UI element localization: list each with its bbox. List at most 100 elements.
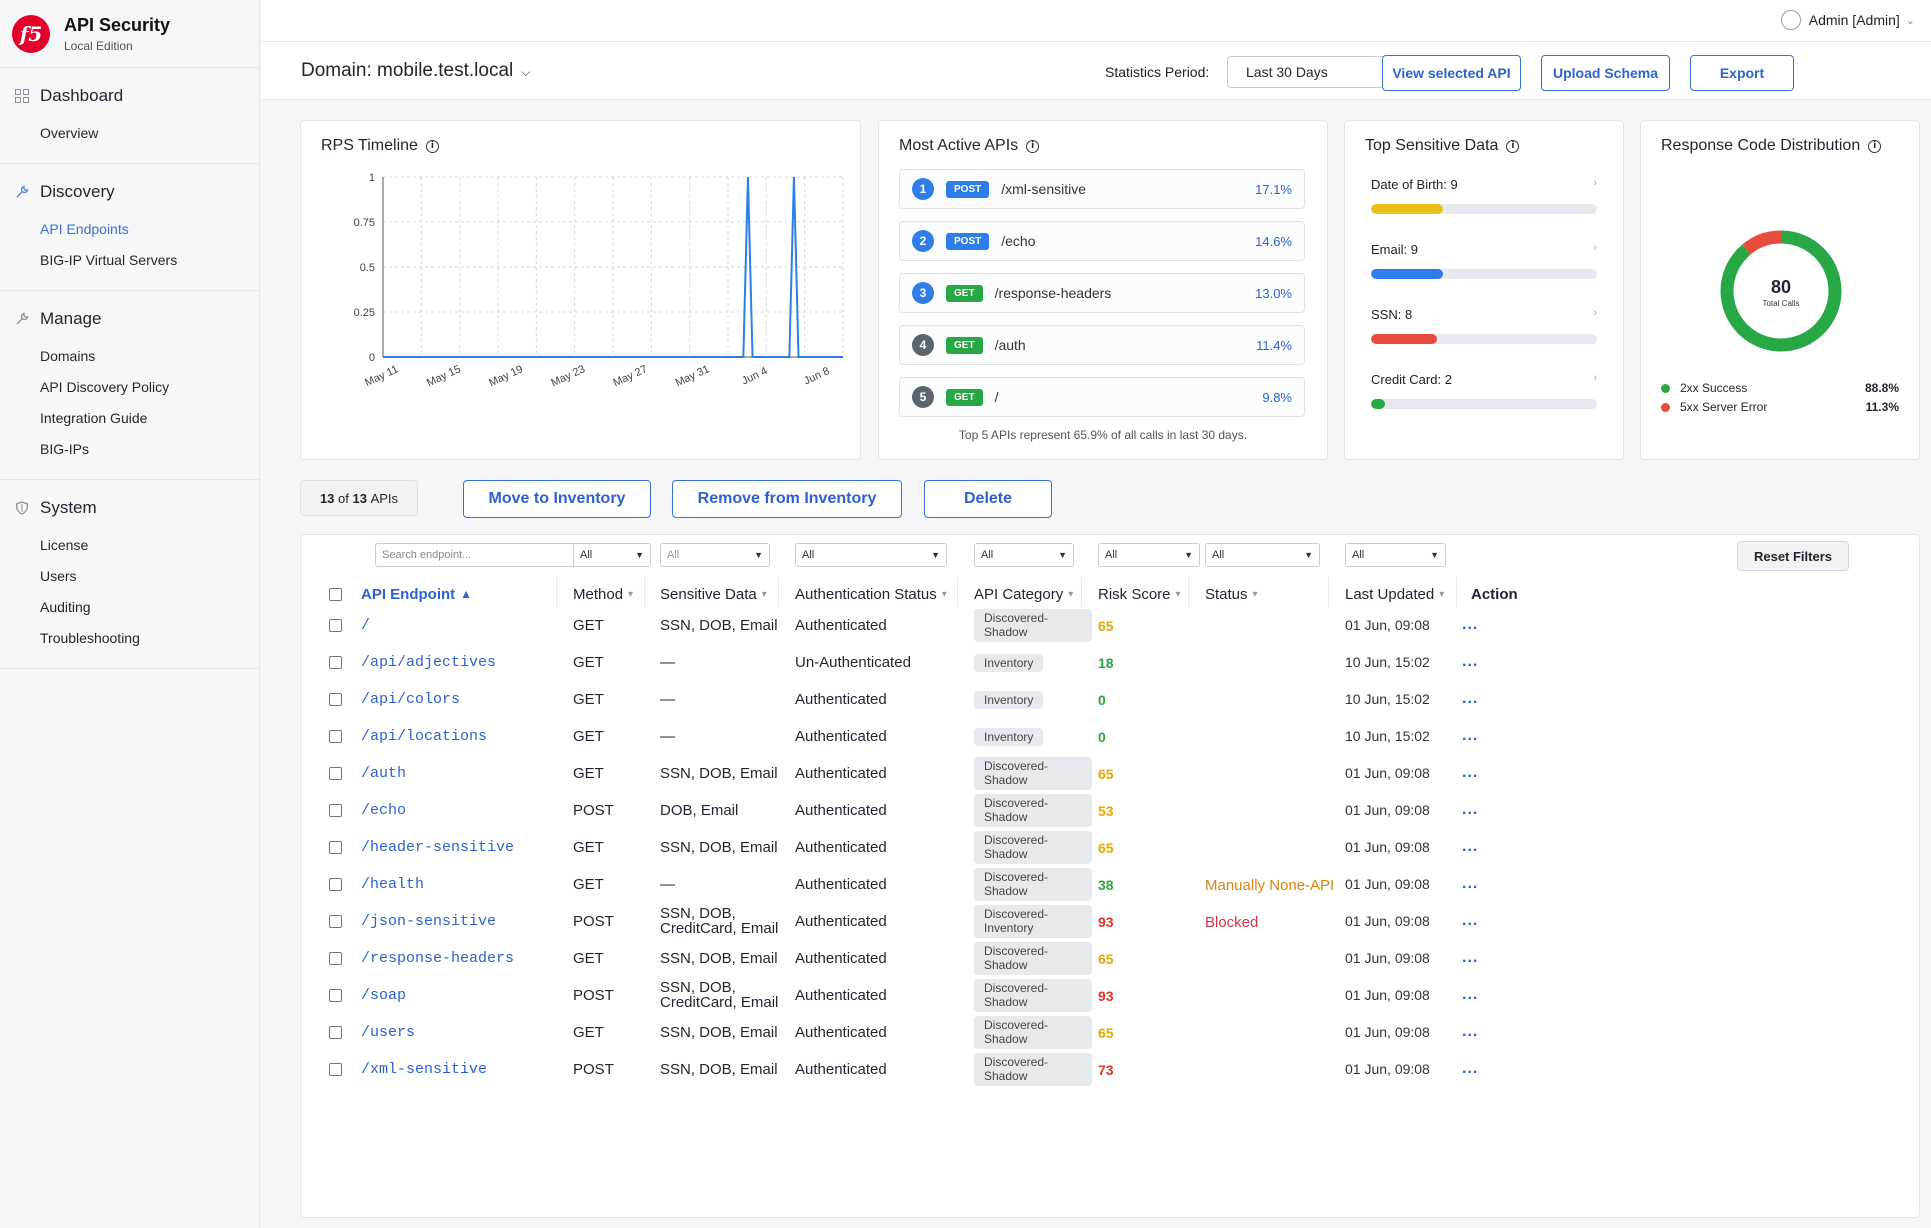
domain-selector[interactable]: Domain: mobile.test.local ⌵: [301, 60, 530, 82]
risk-score: 93: [1098, 988, 1114, 1004]
endpoint-link[interactable]: /api/adjectives: [361, 654, 497, 671]
last-updated-filter[interactable]: All ▼: [1345, 543, 1446, 567]
row-action-menu-icon[interactable]: ...: [1462, 949, 1479, 966]
col-sensitive-data[interactable]: Sensitive Data ▾: [660, 581, 767, 607]
delete-button[interactable]: Delete: [924, 480, 1052, 518]
sidebar-item-domains[interactable]: Domains: [40, 348, 96, 364]
sidebar-item-license[interactable]: License: [40, 537, 89, 553]
endpoint-link[interactable]: /echo: [361, 802, 407, 819]
row-checkbox[interactable]: [329, 878, 342, 891]
most-active-api-row[interactable]: 2 POST/echo 14.6%: [899, 221, 1305, 261]
row-action-menu-icon[interactable]: ...: [1462, 616, 1479, 633]
row-checkbox[interactable]: [329, 804, 342, 817]
sidebar-item-bigip-virtual-servers[interactable]: BIG-IP Virtual Servers: [40, 252, 178, 268]
endpoint-link[interactable]: /api/colors: [361, 691, 461, 708]
most-active-api-row[interactable]: 1 POST/xml-sensitive 17.1%: [899, 169, 1305, 209]
row-checkbox[interactable]: [329, 1026, 342, 1039]
info-icon[interactable]: i: [1506, 139, 1520, 153]
row-action-menu-icon[interactable]: ...: [1462, 912, 1479, 929]
nav-head-dashboard[interactable]: Dashboard: [0, 86, 259, 106]
most-active-api-row[interactable]: 3 GET/response-headers 13.0%: [899, 273, 1305, 313]
method-filter[interactable]: All ▼: [573, 543, 651, 567]
endpoint-link[interactable]: /: [361, 617, 371, 634]
row-checkbox[interactable]: [329, 693, 342, 706]
chevron-down-icon: ▼: [635, 550, 644, 560]
nav-head-discovery[interactable]: Discovery: [0, 182, 259, 202]
view-selected-api-button[interactable]: View selected API: [1382, 55, 1521, 91]
sidebar-item-overview[interactable]: Overview: [40, 125, 99, 141]
donut-slice-error[interactable]: [1720, 230, 1842, 352]
endpoint-link[interactable]: /health: [361, 876, 425, 893]
row-action-menu-icon[interactable]: ...: [1462, 727, 1479, 744]
nav-head-system[interactable]: System: [0, 498, 259, 518]
risk-score-filter[interactable]: All ▼: [1098, 543, 1200, 567]
sensitive-data-item[interactable]: SSN: 8 ›: [1371, 307, 1597, 344]
row-action-menu-icon[interactable]: ...: [1462, 690, 1479, 707]
status-filter[interactable]: All ▼: [1205, 543, 1320, 567]
sidebar-item-users[interactable]: Users: [40, 568, 77, 584]
select-all-checkbox[interactable]: [329, 588, 342, 601]
endpoint-link[interactable]: /api/locations: [361, 728, 488, 745]
f5-logo[interactable]: f5: [12, 14, 50, 53]
sensitive-data-filter[interactable]: All ▼: [660, 543, 770, 567]
most-active-api-row[interactable]: 4 GET/auth 11.4%: [899, 325, 1305, 365]
sensitive-data-item[interactable]: Date of Birth: 9 ›: [1371, 177, 1597, 214]
endpoint-link[interactable]: /auth: [361, 765, 407, 782]
sidebar-item-api-endpoints[interactable]: API Endpoints: [40, 221, 129, 237]
col-last-updated[interactable]: Last Updated ▾: [1345, 581, 1444, 607]
row-checkbox[interactable]: [329, 767, 342, 780]
info-icon[interactable]: i: [425, 139, 439, 153]
endpoint-link[interactable]: /soap: [361, 987, 407, 1004]
row-action-menu-icon[interactable]: ...: [1462, 875, 1479, 892]
info-icon[interactable]: i: [1868, 139, 1882, 153]
row-checkbox[interactable]: [329, 915, 342, 928]
row-action-menu-icon[interactable]: ...: [1462, 986, 1479, 1003]
col-risk-score[interactable]: Risk Score ▾: [1098, 581, 1181, 607]
endpoint-link[interactable]: /response-headers: [361, 950, 515, 967]
endpoint-link[interactable]: /users: [361, 1024, 416, 1041]
row-checkbox[interactable]: [329, 989, 342, 1002]
reset-filters-button[interactable]: Reset Filters: [1737, 541, 1849, 571]
nav-section-dashboard: Dashboard Overview: [0, 68, 259, 164]
upload-schema-button[interactable]: Upload Schema: [1541, 55, 1670, 91]
search-endpoint-input[interactable]: Search endpoint...: [375, 543, 601, 567]
col-status[interactable]: Status ▾: [1205, 581, 1258, 607]
category-line: Inventory: [984, 656, 1034, 670]
row-checkbox[interactable]: [329, 952, 342, 965]
col-method[interactable]: Method ▾: [573, 581, 633, 607]
nav-head-manage[interactable]: Manage: [0, 309, 259, 329]
sidebar-item-bigips[interactable]: BIG-IPs: [40, 441, 90, 457]
info-icon[interactable]: i: [1026, 139, 1040, 153]
row-action-menu-icon[interactable]: ...: [1462, 838, 1479, 855]
sensitive-data-item[interactable]: Credit Card: 2 ›: [1371, 372, 1597, 409]
row-action-menu-icon[interactable]: ...: [1462, 1023, 1479, 1040]
row-action-menu-icon[interactable]: ...: [1462, 653, 1479, 670]
most-active-api-row[interactable]: 5 GET / 9.8%: [899, 377, 1305, 417]
sidebar-item-troubleshooting[interactable]: Troubleshooting: [40, 630, 140, 646]
endpoint-link[interactable]: /header-sensitive: [361, 839, 515, 856]
endpoint-link[interactable]: /xml-sensitive: [361, 1061, 488, 1078]
col-api-category[interactable]: API Category ▾: [974, 581, 1073, 607]
auth-status-filter[interactable]: All ▼: [795, 543, 947, 567]
sidebar-item-auditing[interactable]: Auditing: [40, 599, 91, 615]
sidebar-item-integration-guide[interactable]: Integration Guide: [40, 410, 148, 426]
col-api-endpoint[interactable]: API Endpoint ▲: [361, 581, 472, 607]
user-menu[interactable]: Admin [Admin] ⌄: [1780, 10, 1915, 30]
col-authentication-status[interactable]: Authentication Status ▾: [795, 581, 947, 607]
export-button[interactable]: Export: [1690, 55, 1794, 91]
api-category-filter[interactable]: All ▼: [974, 543, 1074, 567]
statistics-period-select[interactable]: Last 30 Days ▼: [1227, 56, 1401, 88]
row-checkbox[interactable]: [329, 841, 342, 854]
endpoint-link[interactable]: /json-sensitive: [361, 913, 497, 930]
row-action-menu-icon[interactable]: ...: [1462, 1060, 1479, 1077]
sensitive-data-item[interactable]: Email: 9 ›: [1371, 242, 1597, 279]
sidebar-item-api-discovery-policy[interactable]: API Discovery Policy: [40, 379, 170, 395]
row-action-menu-icon[interactable]: ...: [1462, 801, 1479, 818]
move-to-inventory-button[interactable]: Move to Inventory: [463, 480, 651, 518]
remove-from-inventory-button[interactable]: Remove from Inventory: [672, 480, 902, 518]
row-action-menu-icon[interactable]: ...: [1462, 764, 1479, 781]
row-checkbox[interactable]: [329, 730, 342, 743]
row-checkbox[interactable]: [329, 619, 342, 632]
row-checkbox[interactable]: [329, 1063, 342, 1076]
row-checkbox[interactable]: [329, 656, 342, 669]
